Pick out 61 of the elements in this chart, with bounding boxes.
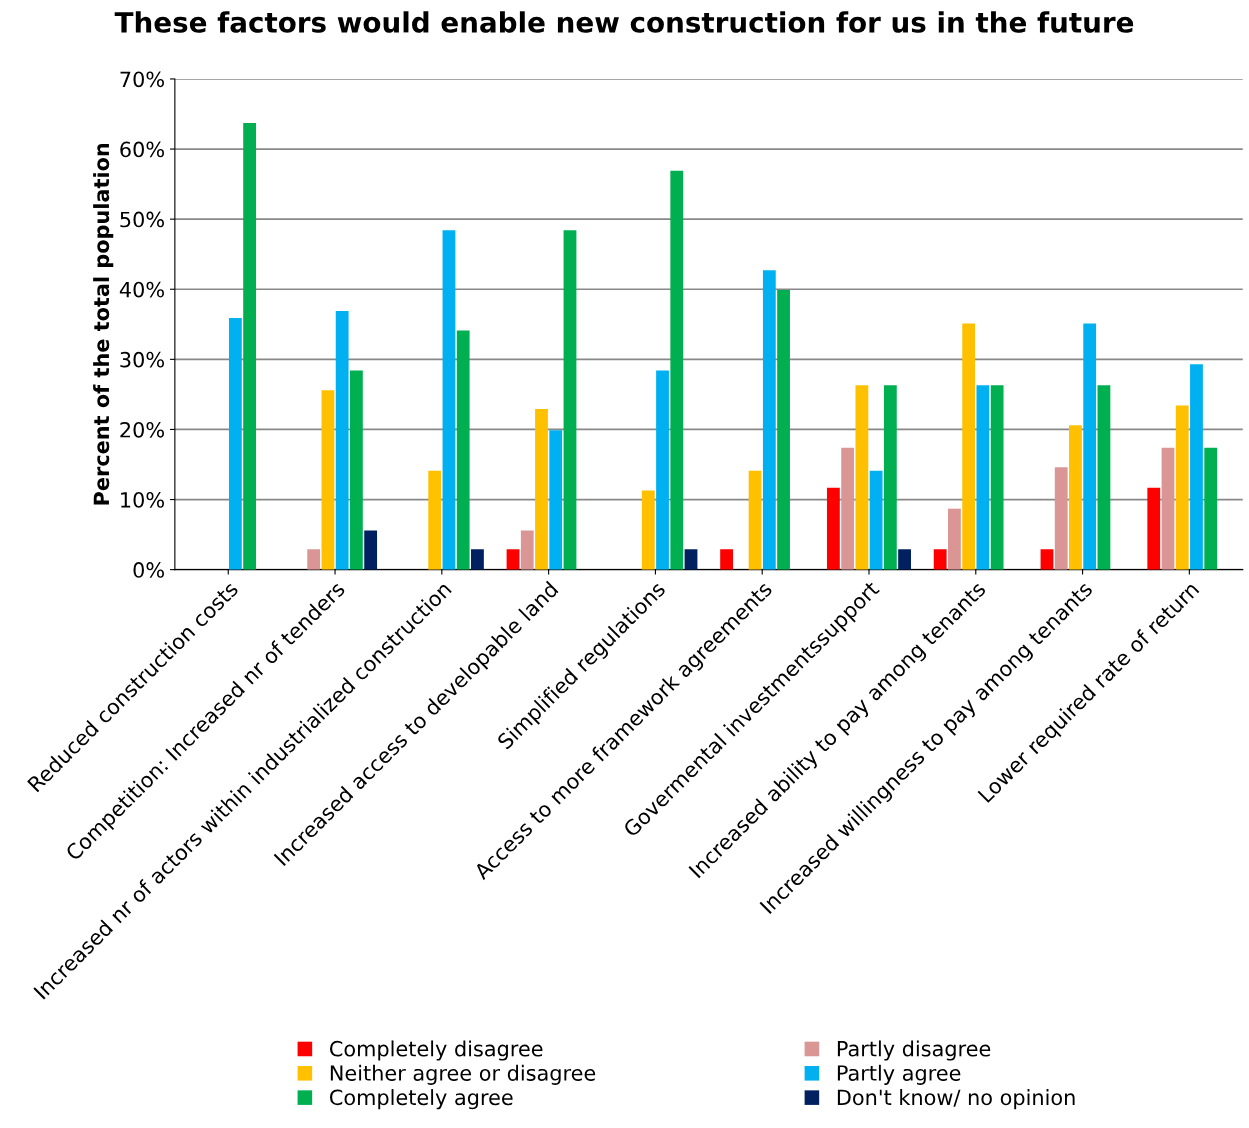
bar <box>1083 323 1097 570</box>
bar <box>670 170 684 570</box>
bar <box>1204 447 1218 570</box>
bar <box>826 487 840 570</box>
bar <box>869 470 883 570</box>
bar <box>307 549 321 570</box>
y-tick-label: 20% <box>120 421 164 438</box>
bar <box>1175 405 1189 570</box>
bar <box>841 447 855 570</box>
bar <box>563 230 577 570</box>
y-tick-label: 30% <box>120 351 164 368</box>
bar <box>243 123 257 570</box>
bar <box>520 530 534 570</box>
y-tick-label: 50% <box>120 211 164 228</box>
bar <box>1190 364 1203 570</box>
bar <box>976 385 990 570</box>
bar <box>335 310 349 570</box>
bar <box>1097 385 1111 570</box>
bar <box>1069 425 1082 570</box>
bar <box>349 370 363 570</box>
bar <box>720 549 734 570</box>
bar <box>1054 467 1068 570</box>
bar <box>933 549 947 570</box>
bar <box>1040 549 1054 570</box>
bar <box>442 230 456 570</box>
bar <box>506 549 520 570</box>
y-tick-label: 70% <box>120 71 164 88</box>
bar <box>990 385 1004 570</box>
bar <box>641 490 655 570</box>
bar <box>456 330 470 570</box>
bar <box>777 289 790 570</box>
bar <box>549 430 563 570</box>
y-tick-label: 0% <box>133 562 164 578</box>
bar <box>762 270 776 570</box>
legend-label: Completely agree <box>330 1089 513 1110</box>
legend-label: Partly agree <box>837 1064 961 1085</box>
y-tick-label: 10% <box>121 492 164 508</box>
bar <box>748 470 762 570</box>
legend-label: Partly disagree <box>837 1040 991 1061</box>
bar <box>948 508 961 570</box>
legend-label: Don't know/ no opinion <box>837 1089 1075 1110</box>
y-axis-title: Percent of the total population <box>93 143 114 505</box>
legend-label: Neither agree or disagree <box>330 1064 596 1085</box>
bar <box>656 370 669 570</box>
bar <box>883 385 897 570</box>
bar <box>471 549 484 570</box>
bar <box>855 385 869 570</box>
bar <box>898 549 911 570</box>
bar <box>1161 447 1175 570</box>
chart-title: These factors would enable new construction for us in the future <box>114 11 1134 33</box>
bar <box>962 323 976 570</box>
bar <box>684 549 698 570</box>
y-tick-label: 60% <box>120 141 164 158</box>
bar <box>535 409 548 570</box>
bar <box>1147 487 1161 570</box>
legend-label: Completely disagree <box>330 1040 543 1061</box>
bar <box>364 530 378 570</box>
bar <box>428 470 442 570</box>
bar <box>228 317 242 570</box>
y-tick-label: 40% <box>119 281 164 298</box>
bar <box>321 390 335 570</box>
